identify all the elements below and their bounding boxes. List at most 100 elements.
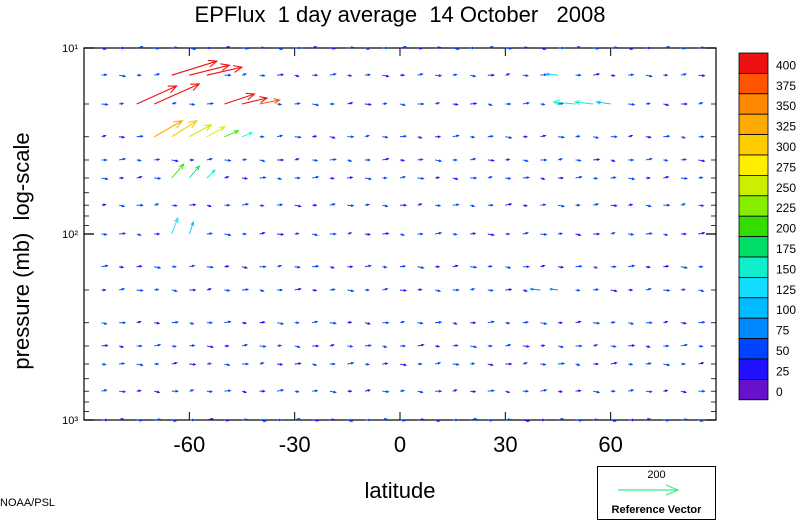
colorbar-label: 375 (776, 79, 796, 93)
field-vector-head (419, 288, 423, 292)
field-vector-head (174, 361, 178, 365)
field-vector-head (367, 322, 372, 325)
field-vector-head (664, 233, 669, 236)
colorbar-cell (738, 358, 769, 380)
field-vector-head (665, 418, 670, 422)
field-vector-head (595, 136, 600, 139)
field-vector-head (315, 264, 320, 268)
field-vector-head (577, 288, 581, 292)
field-vector-head (278, 102, 283, 106)
field-vector-head (665, 265, 670, 268)
field-vector-head (208, 46, 213, 50)
field-vector-head (175, 159, 179, 163)
flux-vector (575, 101, 594, 105)
reference-vector-box: 200 Reference Vector (597, 466, 716, 520)
field-vector-head (629, 288, 634, 292)
field-vector-head (666, 288, 671, 292)
field-vector-head (454, 322, 458, 325)
field-vector-head (543, 322, 548, 325)
field-vector-head (491, 73, 495, 77)
field-vector-head (700, 135, 705, 139)
flux-vector (206, 66, 243, 76)
field-vector-head (665, 175, 670, 179)
field-vector-head (595, 362, 600, 366)
field-vector-head (262, 389, 266, 393)
field-vector-head (120, 265, 125, 269)
field-vector-head (122, 321, 127, 325)
field-vector-head (262, 159, 266, 163)
flux-vector (188, 165, 200, 179)
field-vector-head (613, 176, 617, 180)
flux-vector-head (233, 130, 240, 135)
field-vector-head (122, 390, 127, 393)
field-vector-head (261, 289, 265, 292)
field-vector-head (315, 175, 320, 179)
field-vector-head (298, 204, 302, 208)
field-vector-head (366, 134, 370, 138)
field-vector-head (630, 389, 635, 392)
field-vector-head (156, 158, 161, 162)
field-vector-head (456, 134, 460, 138)
field-vector-head (456, 288, 460, 292)
field-vector-head (596, 232, 601, 236)
field-vector-head (630, 322, 635, 325)
field-vector-head (280, 73, 285, 77)
field-vector-head (699, 344, 704, 348)
field-vector-head (630, 158, 635, 162)
field-vector-head (489, 265, 493, 268)
field-vector-head (401, 320, 406, 324)
field-vector-head (139, 175, 143, 179)
field-vector-head (263, 176, 267, 180)
field-vector-head (401, 73, 406, 77)
field-vector-head (700, 46, 705, 50)
field-vector-head (332, 288, 336, 292)
field-vector-head (506, 73, 511, 76)
field-vector-head (525, 389, 530, 393)
field-vector-head (156, 73, 161, 76)
field-vector-head (472, 232, 477, 236)
field-vector-head (155, 362, 160, 366)
flux-vector-head (187, 119, 198, 129)
field-vector-head (490, 288, 494, 292)
field-vector-head (296, 390, 300, 393)
field-vector-head (157, 418, 162, 421)
field-vector-head (243, 73, 248, 76)
flux-vector-head (173, 216, 179, 224)
field-vector-head (245, 47, 250, 50)
flux-vector-head (220, 63, 231, 72)
field-vector-head (366, 362, 371, 366)
field-vector-head (438, 320, 443, 324)
field-vector-head (349, 419, 354, 423)
field-vector-head (420, 390, 424, 394)
field-vector-head (138, 73, 142, 77)
field-vector-head (437, 289, 442, 293)
field-vector-head (278, 418, 283, 422)
field-vector-head (279, 203, 284, 207)
field-vector-head (333, 73, 337, 76)
field-vector-head (244, 176, 249, 180)
field-vector-head (489, 344, 493, 348)
field-vector-head (122, 157, 127, 161)
field-vector-head (664, 73, 669, 77)
field-vector-head (279, 288, 284, 292)
field-vector-head (436, 265, 441, 269)
field-vector-head (647, 102, 651, 106)
field-vector-head (507, 176, 512, 180)
colorbar-label: 150 (776, 262, 796, 276)
field-vector-head (489, 418, 493, 422)
field-vector-head (649, 321, 653, 325)
field-vector-head (524, 362, 528, 365)
field-vector-head (629, 47, 634, 50)
field-vector-head (506, 390, 511, 394)
field-vector-head (385, 232, 390, 235)
flux-vector (530, 288, 541, 291)
field-vector-head (542, 362, 547, 366)
field-vector-head (421, 266, 425, 269)
field-vector-head (225, 265, 230, 268)
flux-vector (241, 97, 268, 105)
field-vector-head (368, 264, 373, 268)
field-vector-head (367, 73, 372, 77)
field-vector-head (455, 264, 459, 268)
field-vector-head (350, 204, 355, 207)
field-vector-head (683, 390, 688, 394)
